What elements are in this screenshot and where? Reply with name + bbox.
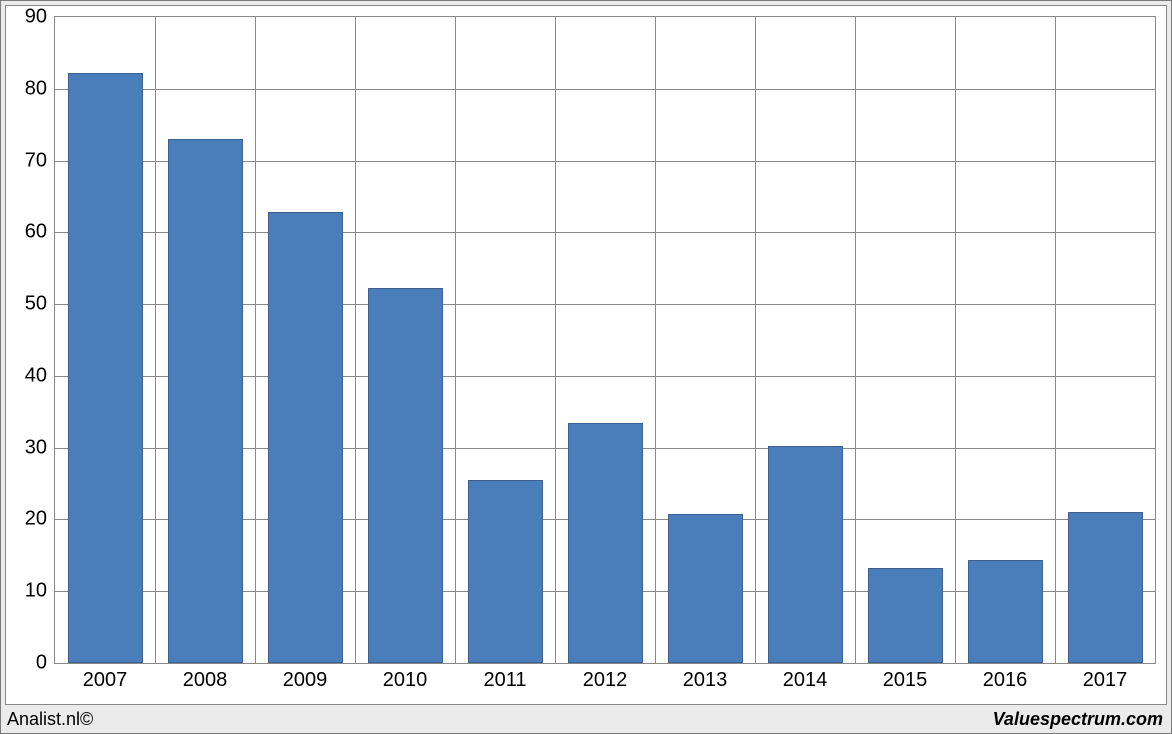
x-axis-tick-label: 2009 <box>283 669 328 692</box>
gridline-vertical <box>955 17 956 663</box>
x-axis-tick-label: 2012 <box>583 669 628 692</box>
y-axis-tick-label: 10 <box>25 580 47 603</box>
x-axis-tick-label: 2011 <box>483 669 526 692</box>
y-axis-tick-label: 90 <box>25 6 47 29</box>
y-axis-tick-label: 30 <box>25 436 47 459</box>
gridline-vertical <box>255 17 256 663</box>
y-axis-tick-label: 40 <box>25 364 47 387</box>
gridline-horizontal <box>55 89 1155 90</box>
chart-inner-frame: 0 10 20 30 40 50 60 70 80 90 2007 2008 2009 2010 2011 2… <box>5 5 1167 705</box>
gridline-vertical <box>1055 17 1056 663</box>
x-axis-tick-label: 2017 <box>1083 669 1128 692</box>
y-axis-tick-label: 20 <box>25 508 47 531</box>
plot-area: 0102030405060708090200720082009201020112… <box>54 16 1156 664</box>
bar <box>1068 512 1143 663</box>
chart-outer-frame: 0 10 20 30 40 50 60 70 80 90 2007 2008 2009 2010 2011 2… <box>0 0 1172 734</box>
gridline-vertical <box>655 17 656 663</box>
y-axis-tick-label: 50 <box>25 293 47 316</box>
x-axis-tick-label: 2014 <box>783 669 828 692</box>
bar <box>568 423 643 663</box>
x-axis-tick-label: 2007 <box>83 669 128 692</box>
y-axis-tick-label: 80 <box>25 77 47 100</box>
y-axis-tick-label: 60 <box>25 221 47 244</box>
footer-right-credit: Valuespectrum.com <box>993 709 1163 730</box>
bar <box>368 288 443 663</box>
bar <box>468 480 543 663</box>
bar <box>868 568 943 663</box>
gridline-vertical <box>855 17 856 663</box>
gridline-vertical <box>355 17 356 663</box>
x-axis-tick-label: 2015 <box>883 669 928 692</box>
bar <box>268 212 343 663</box>
x-axis-tick-label: 2008 <box>183 669 228 692</box>
footer-left-credit: Analist.nl© <box>7 709 93 730</box>
x-axis-tick-label: 2010 <box>383 669 428 692</box>
y-axis-tick-label: 70 <box>25 149 47 172</box>
x-axis-tick-label: 2016 <box>983 669 1028 692</box>
y-axis-tick-label: 0 <box>36 652 47 675</box>
gridline-vertical <box>555 17 556 663</box>
bar <box>68 73 143 663</box>
bar <box>768 446 843 663</box>
bar <box>668 514 743 663</box>
gridline-vertical <box>755 17 756 663</box>
gridline-vertical <box>155 17 156 663</box>
bar <box>968 560 1043 663</box>
bar <box>168 139 243 663</box>
x-axis-tick-label: 2013 <box>683 669 728 692</box>
gridline-vertical <box>455 17 456 663</box>
